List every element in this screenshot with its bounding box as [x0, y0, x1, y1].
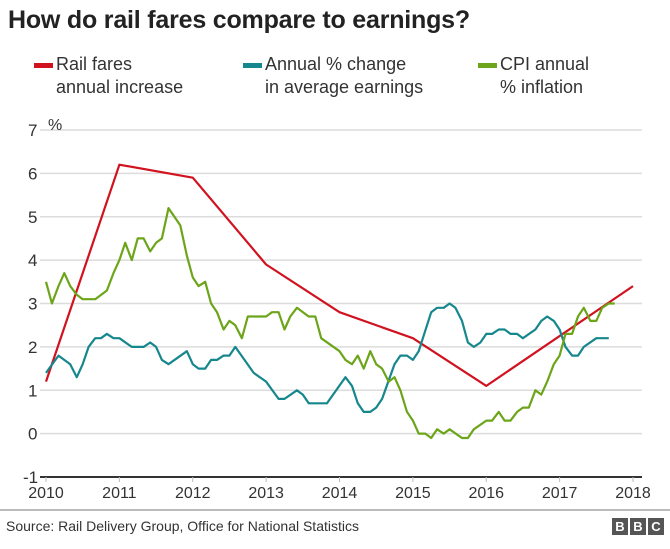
x-tick-label: 2015	[395, 485, 431, 502]
bbc-logo-letter: C	[648, 518, 664, 535]
legend-swatch-rail-fares	[34, 63, 53, 68]
legend-item-cpi: CPI annual % inflation	[478, 53, 590, 99]
x-tick-label: 2017	[542, 485, 578, 502]
series-lines	[44, 163, 634, 440]
x-axis-ticks: 2010 2011 2012 2013 2014 2015 2016 2017 2018	[28, 477, 651, 502]
y-axis-ticks: -1 0 1 2 3 4 5 6 7	[23, 121, 38, 487]
legend-label: CPI annual % inflation	[500, 54, 590, 97]
rail-fares-line	[44, 163, 634, 387]
bbc-logo: B B C	[612, 518, 664, 535]
x-tick-label: 2016	[468, 485, 504, 502]
legend-swatch-cpi	[478, 63, 497, 68]
x-tick-label: 2011	[102, 485, 137, 502]
y-tick-label: -1	[23, 468, 38, 487]
y-tick-label: 3	[28, 295, 37, 314]
gridlines	[40, 129, 642, 478]
y-tick-label: 6	[28, 164, 37, 183]
x-tick-label: 2013	[248, 485, 284, 502]
y-tick-label: 7	[28, 121, 37, 140]
x-tick-label: 2014	[322, 485, 358, 502]
y-axis-unit-label: %	[48, 117, 62, 134]
bbc-logo-letter: B	[630, 518, 646, 535]
y-tick-label: 4	[28, 251, 37, 270]
legend-label: Rail fares annual increase	[56, 54, 184, 97]
bbc-logo-letter: B	[612, 518, 628, 535]
source-note: Source: Rail Delivery Group, Office for …	[6, 518, 359, 534]
y-tick-label: 1	[28, 381, 37, 400]
cpi-line	[44, 207, 615, 440]
y-tick-label: 0	[28, 425, 37, 444]
x-tick-label: 2012	[175, 485, 211, 502]
legend-item-earnings: Annual % change in average earnings	[243, 53, 424, 99]
x-tick-label: 2010	[28, 485, 64, 502]
footer-divider	[0, 509, 670, 511]
y-tick-label: 5	[28, 208, 37, 227]
legend-label: Annual % change in average earnings	[265, 54, 424, 97]
chart-title: How do rail fares compare to earnings?	[8, 6, 470, 34]
legend-swatch-earnings	[243, 63, 262, 68]
x-tick-label: 2018	[615, 485, 651, 502]
earnings-line	[45, 302, 609, 413]
y-tick-label: 2	[28, 338, 37, 357]
legend-item-rail-fares: Rail fares annual increase	[34, 53, 184, 99]
